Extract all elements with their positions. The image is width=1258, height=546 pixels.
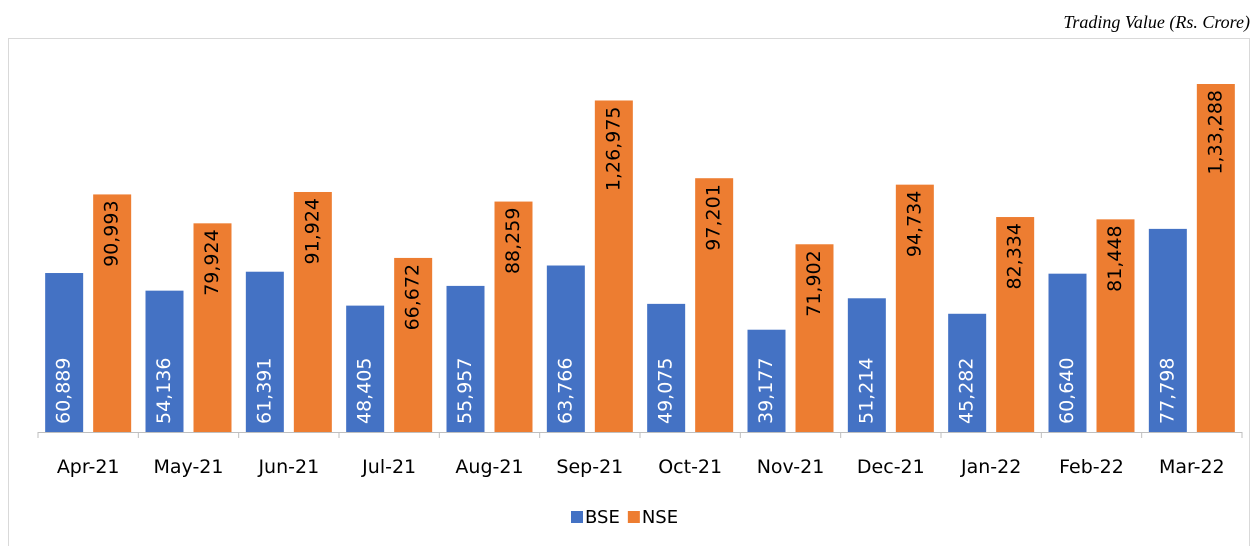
bar bbox=[895, 184, 934, 432]
value-label: 97,201 bbox=[703, 184, 725, 250]
value-label: 71,902 bbox=[803, 250, 825, 316]
value-label: 82,334 bbox=[1004, 223, 1026, 289]
bar bbox=[996, 217, 1035, 432]
legend-swatch bbox=[627, 511, 640, 523]
value-label: 55,957 bbox=[454, 358, 476, 424]
bar bbox=[245, 271, 284, 432]
value-label: 48,405 bbox=[354, 358, 376, 424]
bar bbox=[594, 100, 633, 432]
value-label: 91,924 bbox=[301, 198, 323, 264]
chart-title: Trading Value (Rs. Crore) bbox=[1063, 12, 1250, 33]
bar bbox=[193, 223, 232, 432]
x-tick-label: Aug-21 bbox=[455, 456, 523, 478]
bar bbox=[847, 298, 886, 432]
bar bbox=[948, 313, 987, 432]
bar bbox=[747, 329, 786, 432]
chart-border bbox=[8, 38, 1250, 546]
value-label: 79,924 bbox=[201, 229, 223, 295]
value-label: 90,993 bbox=[101, 200, 123, 266]
bar bbox=[293, 191, 332, 432]
bar bbox=[1096, 219, 1135, 432]
x-tick-label: Feb-22 bbox=[1059, 456, 1124, 478]
x-tick-label: Jan-22 bbox=[960, 456, 1021, 478]
value-label: 60,889 bbox=[53, 358, 75, 424]
value-label: 51,214 bbox=[855, 358, 877, 424]
x-tick-label: Sep-21 bbox=[556, 456, 623, 478]
value-label: 45,282 bbox=[956, 358, 978, 424]
legend-swatch bbox=[571, 511, 583, 523]
x-tick-label: Dec-21 bbox=[857, 456, 925, 478]
legend-label: BSE bbox=[585, 507, 620, 528]
bar bbox=[494, 201, 533, 432]
bar bbox=[346, 305, 385, 432]
bar bbox=[93, 194, 132, 432]
x-tick-label: Apr-21 bbox=[57, 456, 120, 478]
value-label: 77,798 bbox=[1156, 358, 1178, 424]
bar bbox=[695, 178, 734, 432]
value-label: 54,136 bbox=[153, 358, 175, 424]
value-label: 60,640 bbox=[1056, 358, 1078, 424]
x-tick-label: Nov-21 bbox=[757, 456, 825, 478]
x-tick-label: Jun-21 bbox=[257, 456, 319, 478]
x-tick-label: Mar-22 bbox=[1159, 456, 1225, 478]
bar bbox=[45, 273, 84, 432]
bar bbox=[394, 257, 433, 432]
value-label: 81,448 bbox=[1104, 225, 1126, 291]
bar bbox=[1196, 84, 1235, 432]
value-label: 1,26,975 bbox=[602, 106, 624, 191]
bar bbox=[647, 303, 686, 432]
bar bbox=[1148, 228, 1187, 432]
value-label: 63,766 bbox=[554, 358, 576, 424]
value-label: 94,734 bbox=[903, 191, 925, 257]
value-label: 88,259 bbox=[502, 208, 524, 274]
x-tick-label: Jul-21 bbox=[361, 456, 416, 478]
bar bbox=[546, 265, 585, 432]
x-tick-label: Oct-21 bbox=[658, 456, 722, 478]
bar bbox=[145, 290, 184, 432]
value-label: 49,075 bbox=[655, 358, 677, 424]
bar bbox=[1048, 273, 1087, 432]
value-label: 61,391 bbox=[253, 358, 275, 424]
x-tick-label: May-21 bbox=[154, 456, 224, 478]
value-label: 66,672 bbox=[402, 264, 424, 330]
value-label: 39,177 bbox=[755, 358, 777, 424]
bar bbox=[446, 285, 485, 432]
value-label: 1,33,288 bbox=[1204, 90, 1226, 175]
legend-label: NSE bbox=[642, 507, 678, 528]
bar bbox=[795, 244, 834, 432]
